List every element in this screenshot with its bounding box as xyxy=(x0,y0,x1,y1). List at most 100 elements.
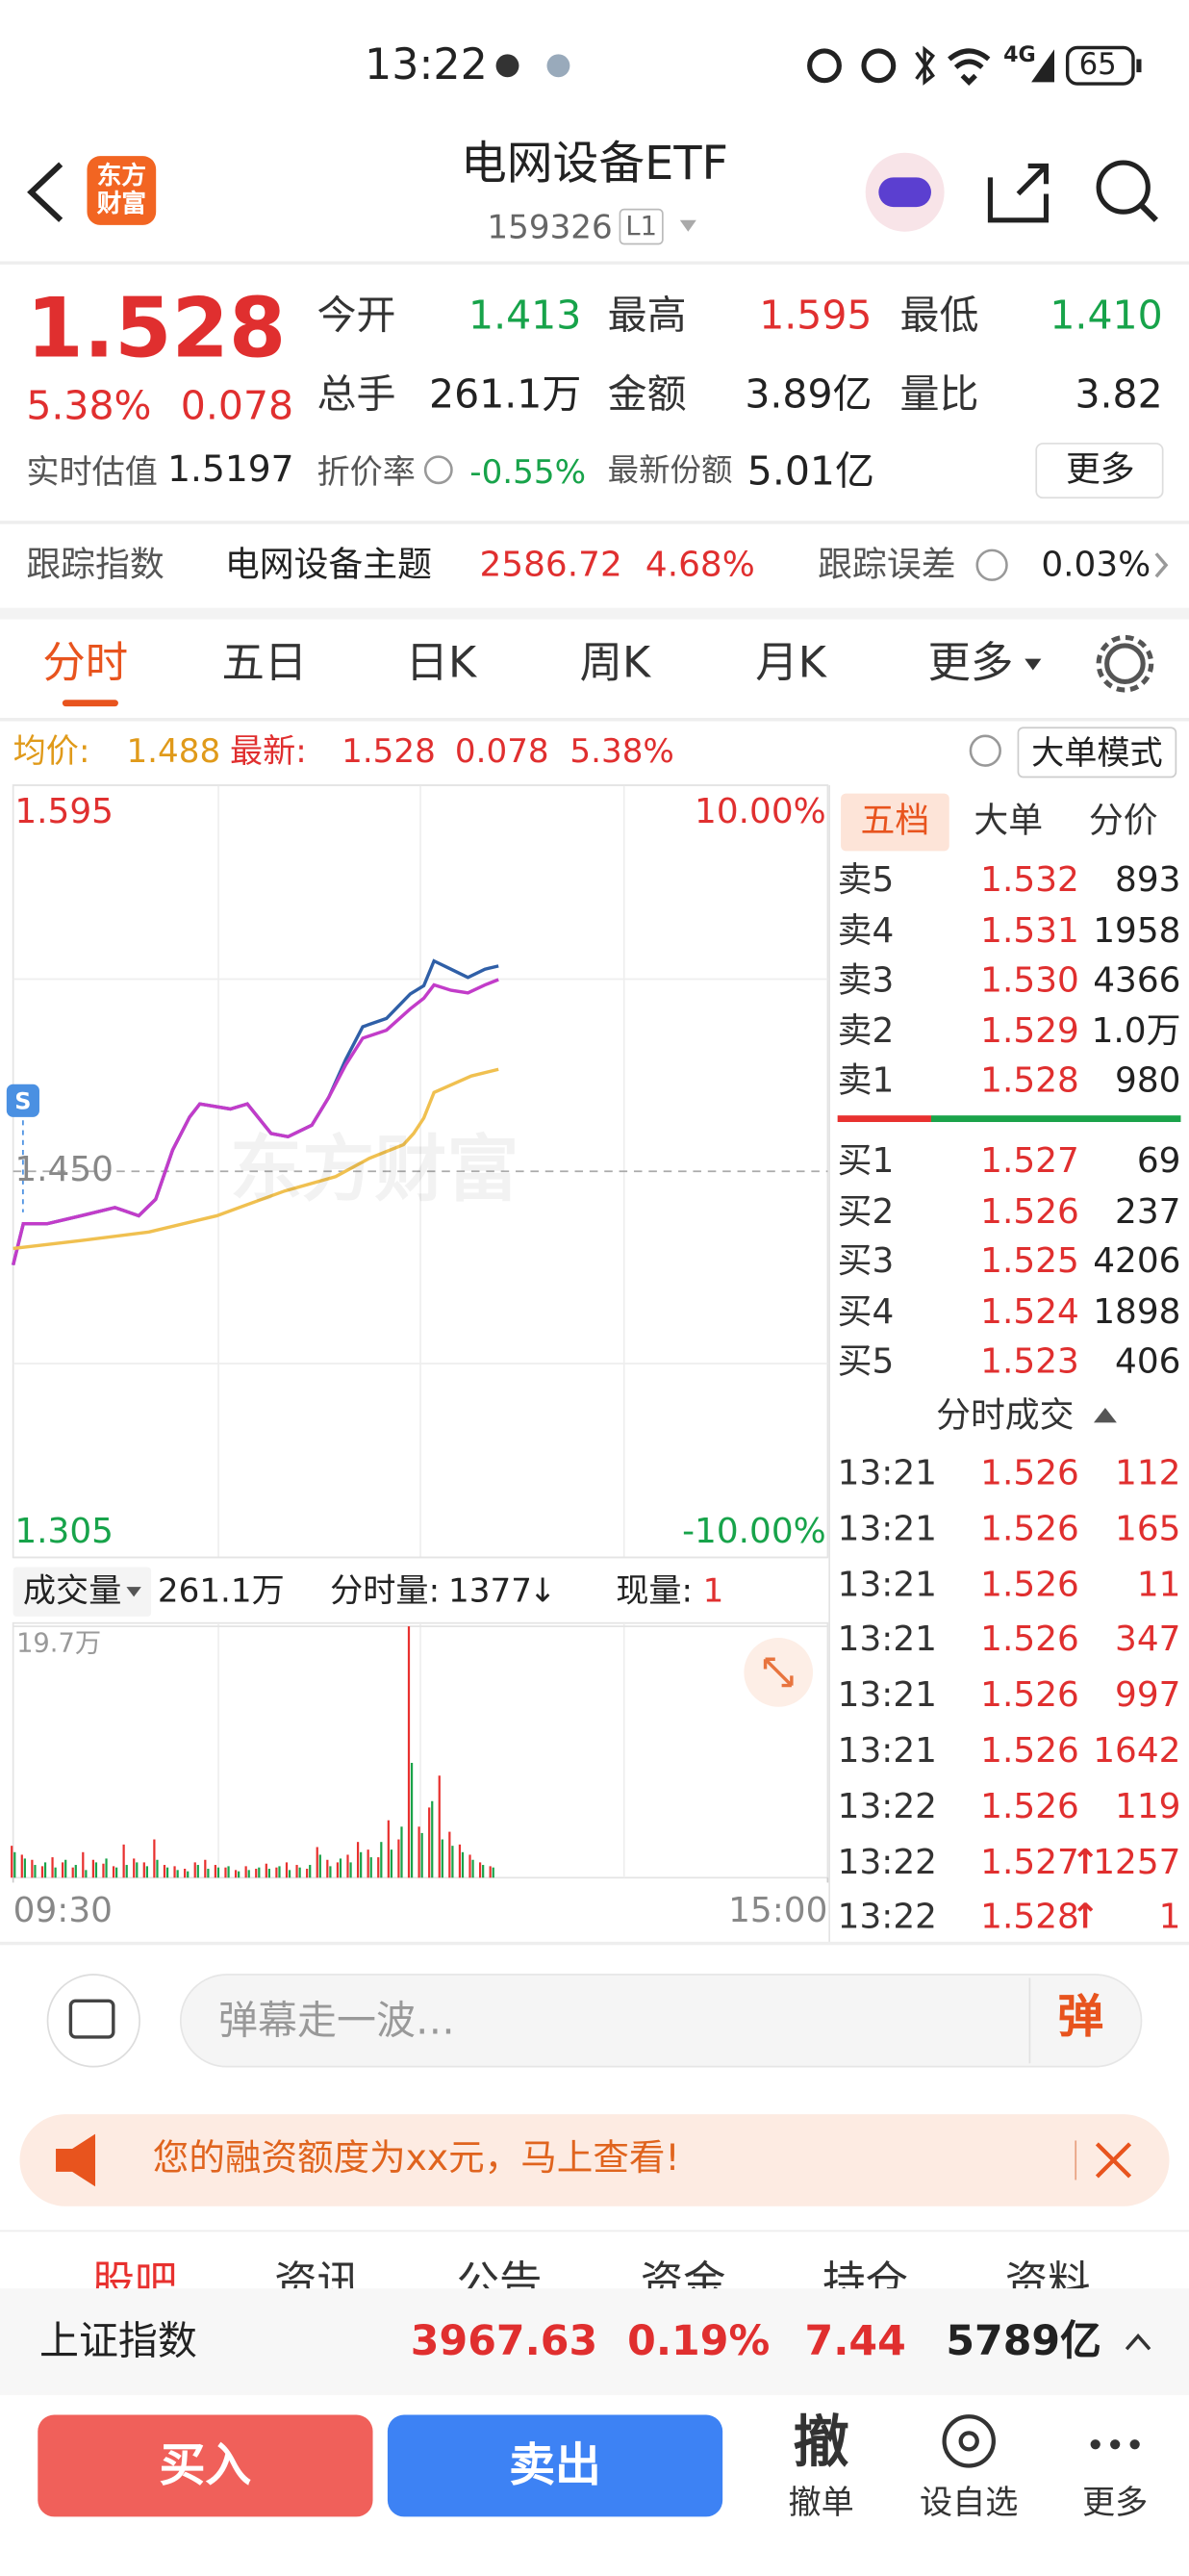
volume-bar xyxy=(85,1870,88,1878)
more-button-label[interactable]: 更多 xyxy=(1065,448,1135,489)
trade-time: 13:21 xyxy=(837,1620,937,1660)
dropdown-icon[interactable] xyxy=(679,219,696,232)
signal-badge[interactable] xyxy=(6,1084,39,1117)
dropdown-icon xyxy=(1025,658,1042,671)
book-label: 买5 xyxy=(837,1340,895,1381)
chart-tab[interactable]: 五日 xyxy=(221,639,308,689)
volume-label[interactable]: 成交量 xyxy=(22,1570,122,1611)
settings-button[interactable] xyxy=(1104,643,1146,685)
danmaku-settings[interactable] xyxy=(46,1974,140,2068)
help-icon[interactable] xyxy=(975,548,1008,581)
chart-tab[interactable]: 日K xyxy=(405,639,477,689)
expand-chevron[interactable] xyxy=(1125,2334,1151,2351)
volume-bar xyxy=(238,1871,240,1878)
assistant-face xyxy=(878,177,931,208)
minute-volume: 1377 xyxy=(448,1570,532,1611)
volume-bar xyxy=(173,1866,176,1878)
volume-selector[interactable] xyxy=(13,1567,152,1617)
volume-bar xyxy=(193,1862,196,1878)
cancel-label[interactable]: 撤单 xyxy=(788,2482,854,2522)
trade-price: 1.528 xyxy=(980,1897,1079,1937)
book-tab[interactable]: 大单 xyxy=(974,801,1044,841)
mode-button[interactable] xyxy=(1017,727,1177,778)
danmaku-button[interactable]: 弹 xyxy=(1057,1989,1104,2044)
banner-close[interactable] xyxy=(1095,2142,1132,2179)
share-button[interactable] xyxy=(987,163,1050,223)
watch-icon[interactable] xyxy=(942,2414,996,2468)
book-price: 1.531 xyxy=(980,909,1079,950)
buy-button[interactable] xyxy=(38,2414,373,2517)
volume-bar xyxy=(390,1849,393,1878)
collapse-icon[interactable] xyxy=(1093,1408,1117,1423)
bottom-tab[interactable]: 资料 xyxy=(1004,2258,1091,2289)
chart-tab[interactable]: 更多 xyxy=(927,639,1014,689)
watermark: 东方财富 xyxy=(230,1128,519,1212)
more-dot[interactable] xyxy=(1090,2439,1100,2450)
more-button[interactable] xyxy=(1035,443,1164,499)
bottom-tab[interactable]: 资金 xyxy=(640,2258,726,2289)
price-line xyxy=(11,978,499,1266)
minute-volume-arrow: ↓ xyxy=(528,1570,557,1611)
banner-text[interactable]: 您的融资额度为xx元，马上查看! xyxy=(152,2138,680,2181)
index-bar[interactable] xyxy=(0,2288,1189,2396)
book-tab[interactable]: 分价 xyxy=(1088,801,1158,841)
bottom-tab[interactable]: 资讯 xyxy=(274,2258,360,2289)
book-price: 1.526 xyxy=(980,1190,1079,1231)
chart-tab[interactable]: 月K xyxy=(755,639,826,689)
book-label: 卖4 xyxy=(837,909,895,950)
volume-bar xyxy=(31,1859,34,1878)
cancel-icon[interactable]: 撤 xyxy=(793,2410,849,2476)
volume-bar xyxy=(255,1869,258,1878)
volume-bar xyxy=(20,1854,23,1878)
volume-bar xyxy=(346,1854,349,1878)
book-volume: 980 xyxy=(1115,1059,1181,1100)
volume-bar xyxy=(285,1862,289,1878)
volume-bar xyxy=(428,1807,431,1878)
wifi-icon xyxy=(948,48,991,86)
watch-icon-core xyxy=(958,2431,979,2452)
volume-bar xyxy=(482,1865,485,1878)
bottom-tab[interactable]: 公告 xyxy=(456,2258,543,2289)
tracking-value: 2586.72 xyxy=(479,544,622,584)
chart-tab[interactable]: 周K xyxy=(579,639,651,689)
volume-bar xyxy=(356,1842,360,1878)
watch-label[interactable]: 设自选 xyxy=(920,2482,1019,2522)
volume-bar xyxy=(339,1858,342,1878)
volume-bar xyxy=(489,1866,492,1878)
comment-placeholder[interactable]: 弹幕走一波… xyxy=(218,1997,455,2044)
more-label[interactable]: 更多 xyxy=(1082,2482,1149,2522)
separator-band xyxy=(0,607,1189,620)
back-button[interactable] xyxy=(27,162,63,222)
alarm-icon xyxy=(861,48,897,84)
volume-bar xyxy=(133,1858,136,1878)
trade-price: 1.526 xyxy=(980,1786,1079,1826)
book-volume: 1958 xyxy=(1093,909,1181,950)
banner[interactable] xyxy=(19,2114,1170,2206)
comment-input[interactable] xyxy=(179,1974,1143,2068)
latest: 1.528 xyxy=(342,730,436,771)
sell-label[interactable]: 卖出 xyxy=(509,2437,601,2492)
volume-bar xyxy=(438,1775,441,1878)
volume-bar xyxy=(336,1862,340,1878)
buy-label[interactable]: 买入 xyxy=(159,2437,252,2492)
chart-tab[interactable]: 分时 xyxy=(42,639,129,689)
sell-button[interactable] xyxy=(387,2414,723,2517)
field-value: 1.595 xyxy=(759,292,873,339)
search-button[interactable] xyxy=(1096,160,1151,215)
volume-bar xyxy=(125,1865,128,1878)
book-volume: 893 xyxy=(1115,859,1181,900)
volume-bar xyxy=(176,1870,179,1878)
volume-bar xyxy=(64,1859,67,1878)
mode-label[interactable]: 大单模式 xyxy=(1031,732,1163,773)
info-icon[interactable] xyxy=(423,455,453,485)
bottom-tab[interactable]: 持仓 xyxy=(822,2258,909,2289)
volume-bar xyxy=(326,1859,329,1878)
trade-price: 1.526 xyxy=(980,1620,1079,1660)
book-label: 买4 xyxy=(837,1290,895,1331)
x-tick-label: 09:30 xyxy=(13,1891,113,1930)
bottom-tab[interactable]: 股吧 xyxy=(91,2258,178,2289)
book-tab[interactable]: 五档 xyxy=(860,801,930,841)
change-pct: 5.38% xyxy=(26,382,152,429)
volume-bar xyxy=(234,1870,238,1878)
help-icon[interactable] xyxy=(969,734,1001,767)
